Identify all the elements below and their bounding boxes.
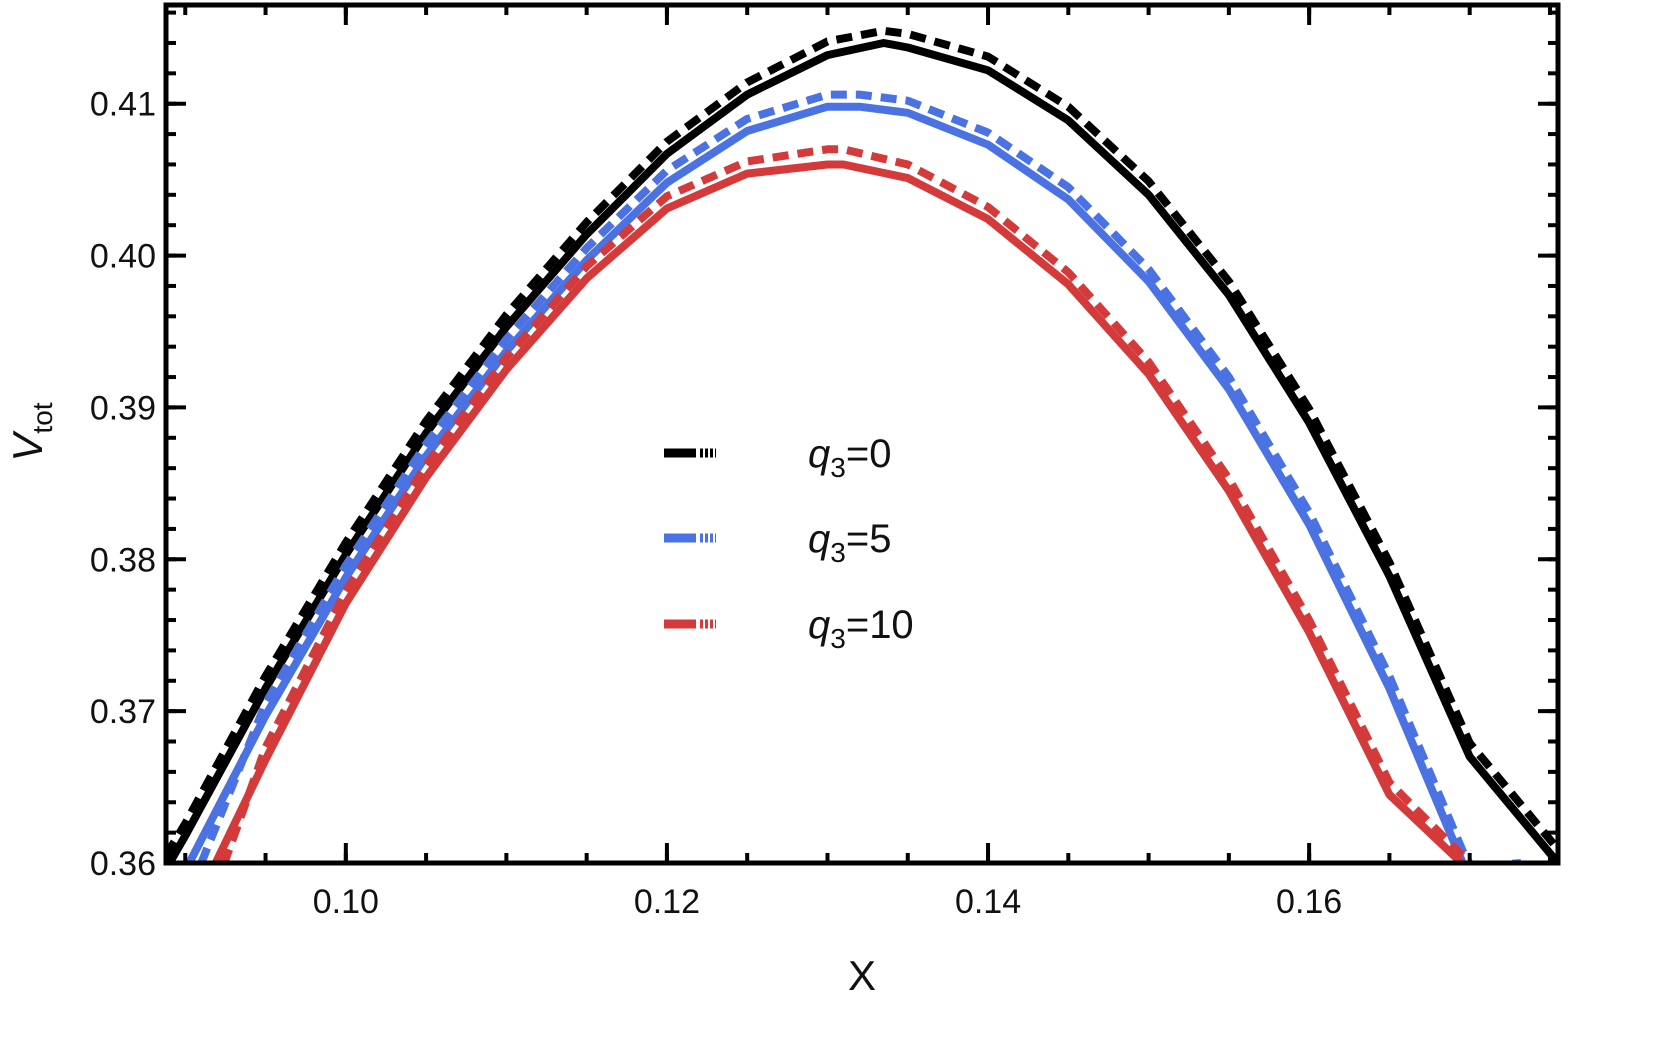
series-line-q3-0-dashed	[166, 26, 1558, 858]
y-tick-label: 0.36	[90, 845, 156, 883]
series-line-q3-5-solid	[184, 102, 1468, 863]
x-axis-title: X	[848, 952, 876, 999]
y-axis-title-main: V	[4, 430, 51, 462]
x-tick-label: 0.10	[313, 883, 379, 921]
series-line-q3-10-solid	[211, 160, 1465, 863]
series-layer	[166, 26, 1558, 863]
series-line-q3-0-solid	[166, 39, 1558, 863]
x-tick-label: 0.14	[955, 883, 1021, 921]
x-tick-label: 0.16	[1276, 883, 1342, 921]
legend-label-rest: =10	[846, 603, 914, 647]
y-tick-label: 0.41	[90, 86, 156, 124]
x-tick-label: 0.12	[634, 883, 700, 921]
y-tick-label: 0.37	[90, 693, 156, 731]
legend: q3=0q3=5q3=10	[664, 432, 914, 654]
series-line-q3-5-dashed	[197, 90, 1522, 863]
legend-label-main: q	[808, 517, 830, 561]
legend-label: q3=5	[808, 517, 891, 568]
series-line-q3-10-dashed	[220, 145, 1473, 863]
legend-label-main: q	[808, 603, 830, 647]
legend-label-main: q	[808, 432, 830, 476]
y-tick-label: 0.39	[90, 389, 156, 427]
legend-label-rest: =5	[846, 517, 892, 561]
legend-item: q3=5	[664, 517, 891, 568]
legend-label-sub: 3	[830, 452, 846, 483]
legend-label-sub: 3	[830, 623, 846, 654]
legend-label: q3=10	[808, 603, 914, 654]
legend-label-sub: 3	[830, 537, 846, 568]
y-tick-label: 0.38	[90, 541, 156, 579]
legend-item: q3=0	[664, 432, 891, 483]
plot-frame	[163, 2, 1561, 866]
labels-layer: 0.10 0.12 0.14 0.16 0.36 0.37 0.38 0.39 0.40 0.41	[90, 86, 1342, 921]
y-axis-title: Vtot	[4, 402, 58, 461]
legend-label-rest: =0	[846, 432, 892, 476]
legend-label: q3=0	[808, 432, 891, 483]
y-tick-label: 0.40	[90, 238, 156, 276]
y-axis-title-sub: tot	[27, 402, 58, 433]
legend-item: q3=10	[664, 603, 914, 654]
